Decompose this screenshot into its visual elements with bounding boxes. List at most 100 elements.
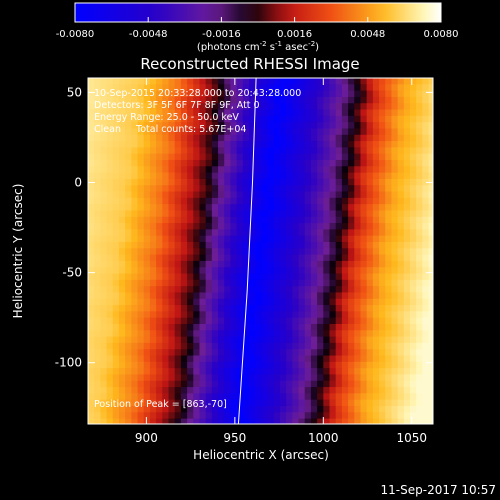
- heatmap-pixel: [397, 342, 405, 350]
- heatmap-pixel: [255, 141, 262, 148]
- heatmap-pixel: [360, 305, 368, 312]
- heatmap-pixel: [211, 311, 219, 319]
- heatmap-pixel: [286, 336, 293, 344]
- heatmap-pixel: [267, 172, 275, 180]
- heatmap-pixel: [218, 122, 225, 130]
- heatmap-pixel: [242, 405, 250, 413]
- heatmap-pixel: [174, 191, 182, 199]
- heatmap-pixel: [422, 374, 430, 382]
- image-annotations: 10-Sep-2015 20:33:28.000 to 20:43:28.000…: [94, 88, 301, 410]
- heatmap-pixel: [162, 134, 170, 142]
- heatmap-pixel: [428, 84, 433, 92]
- heatmap-pixel: [162, 166, 170, 174]
- heatmap-pixel: [100, 235, 108, 243]
- heatmap-pixel: [317, 159, 324, 167]
- heatmap-pixel: [360, 254, 368, 262]
- heatmap-pixel: [366, 361, 374, 369]
- heatmap-pixel: [317, 223, 324, 230]
- heatmap-pixel: [236, 178, 244, 186]
- heatmap-pixel: [372, 204, 380, 212]
- heatmap-pixel: [211, 241, 219, 249]
- heatmap-pixel: [410, 323, 417, 331]
- heatmap-pixel: [403, 159, 411, 167]
- heatmap-pixel: [149, 380, 157, 388]
- heatmap-pixel: [106, 115, 114, 123]
- heatmap-pixel: [310, 122, 318, 130]
- heatmap-pixel: [156, 235, 163, 243]
- heatmap-pixel: [249, 223, 256, 230]
- heatmap-pixel: [391, 223, 399, 230]
- heatmap-pixel: [403, 141, 411, 148]
- heatmap-pixel: [162, 393, 170, 401]
- heatmap-pixel: [230, 141, 238, 148]
- heatmap-pixel: [403, 412, 411, 420]
- heatmap-pixel: [348, 374, 355, 382]
- heatmap-pixel: [224, 323, 232, 331]
- heatmap-pixel: [279, 248, 287, 256]
- heatmap-pixel: [323, 279, 331, 287]
- heatmap-pixel: [149, 267, 157, 275]
- heatmap-pixel: [174, 223, 182, 230]
- heatmap-pixel: [224, 96, 232, 104]
- heatmap-pixel: [131, 147, 139, 155]
- heatmap-pixel: [366, 229, 374, 237]
- heatmap-pixel: [199, 387, 207, 394]
- heatmap-pixel: [125, 103, 132, 111]
- heatmap-pixel: [335, 292, 343, 300]
- heatmap-pixel: [131, 197, 139, 205]
- heatmap-pixel: [168, 90, 176, 98]
- heatmap-pixel: [286, 273, 293, 281]
- heatmap-pixel: [199, 368, 207, 376]
- heatmap-pixel: [125, 90, 132, 98]
- heatmap-pixel: [329, 317, 337, 325]
- heatmap-pixel: [348, 115, 355, 123]
- heatmap-pixel: [341, 418, 349, 424]
- heatmap-pixel: [218, 412, 225, 420]
- heatmap-pixel: [94, 229, 101, 237]
- heatmap-pixel: [348, 368, 355, 376]
- heatmap-pixel: [348, 380, 355, 388]
- heatmap-pixel: [385, 330, 393, 338]
- heatmap-pixel: [205, 273, 213, 281]
- heatmap-pixel: [261, 90, 269, 98]
- heatmap-pixel: [366, 172, 374, 180]
- heatmap-pixel: [205, 191, 213, 199]
- heatmap-pixel: [335, 159, 343, 167]
- heatmap-pixel: [397, 273, 405, 281]
- heatmap-pixel: [230, 330, 238, 338]
- heatmap-pixel: [118, 153, 126, 161]
- heatmap-pixel: [379, 90, 386, 98]
- heatmap-pixel: [372, 254, 380, 262]
- heatmap-pixel: [168, 166, 176, 174]
- heatmap-pixel: [106, 96, 114, 104]
- heatmap-pixel: [180, 84, 188, 92]
- heatmap-pixel: [391, 412, 399, 420]
- heatmap-pixel: [106, 90, 114, 98]
- heatmap-pixel: [174, 134, 182, 142]
- heatmap-pixel: [329, 90, 337, 98]
- heatmap-pixel: [354, 241, 362, 249]
- heatmap-pixel: [379, 159, 386, 167]
- heatmap-pixel: [137, 84, 145, 92]
- heatmap-pixel: [224, 292, 232, 300]
- heatmap-pixel: [410, 128, 417, 136]
- heatmap-pixel: [372, 185, 380, 193]
- heatmap-pixel: [143, 393, 151, 401]
- heatmap-pixel: [242, 361, 250, 369]
- heatmap-pixel: [416, 330, 423, 338]
- heatmap-pixel: [428, 78, 433, 85]
- heatmap-pixel: [187, 248, 194, 256]
- heatmap-pixel: [255, 84, 262, 92]
- heatmap-pixel: [211, 229, 219, 237]
- heatmap-pixel: [88, 323, 95, 331]
- heatmap-pixel: [230, 254, 238, 262]
- heatmap-pixel: [236, 323, 244, 331]
- heatmap-pixel: [242, 330, 250, 338]
- heatmap-pixel: [255, 90, 262, 98]
- heatmap-pixel: [180, 349, 188, 357]
- heatmap-pixel: [156, 78, 163, 85]
- heatmap-pixel: [323, 166, 331, 174]
- heatmap-pixel: [143, 197, 151, 205]
- colorbar-unit-label: (photons cm-2 s-1 asec-2): [197, 40, 319, 53]
- heatmap-pixel: [169, 425, 176, 432]
